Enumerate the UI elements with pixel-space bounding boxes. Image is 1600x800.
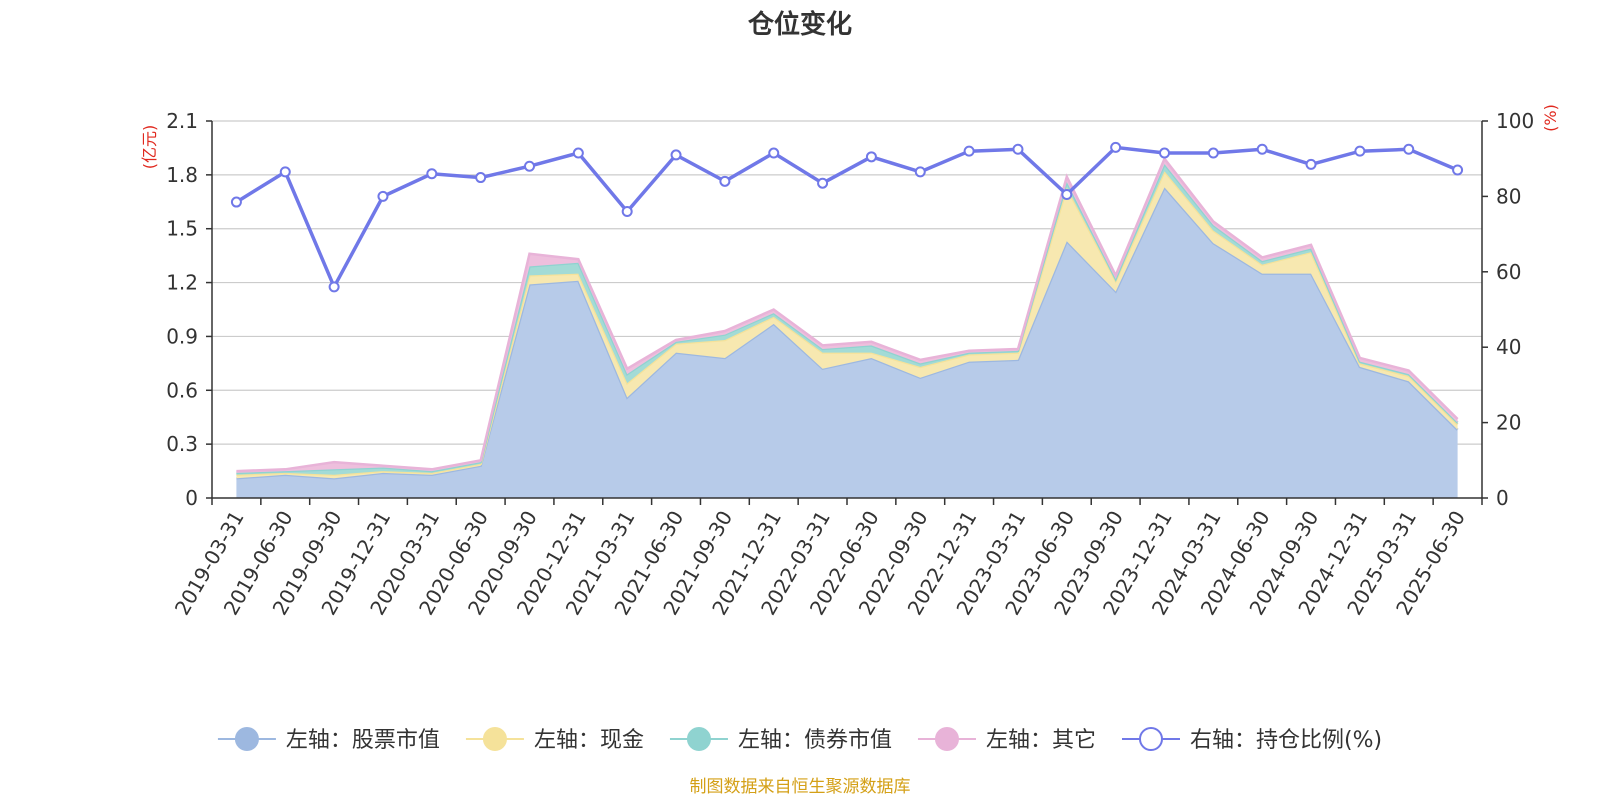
left-tick-label: 1.5 bbox=[166, 217, 198, 241]
legend[interactable]: 左轴：股票市值 左轴：现金 左轴：债券市值 左轴：其它 右轴：持仓比例(%) bbox=[217, 727, 1382, 753]
ratio-point bbox=[1110, 141, 1122, 153]
ratio-point bbox=[768, 147, 780, 159]
ratio-point bbox=[817, 177, 829, 189]
left-tick-label: 0.9 bbox=[166, 324, 198, 348]
ratio-point bbox=[719, 175, 731, 187]
ratio-point bbox=[572, 147, 584, 159]
ratio-point bbox=[1256, 143, 1268, 155]
left-axis-unit: (亿元) bbox=[140, 125, 159, 170]
left-tick-label: 1.8 bbox=[166, 163, 198, 187]
ratio-line bbox=[230, 141, 1464, 293]
right-tick-label: 100 bbox=[1496, 109, 1534, 133]
ratio-point bbox=[1354, 145, 1366, 157]
legend-symbol-marker bbox=[686, 727, 711, 751]
left-tick-label: 0 bbox=[185, 486, 198, 510]
legend-symbol-marker bbox=[934, 727, 959, 751]
ratio-point bbox=[230, 196, 242, 208]
legend-item[interactable]: 左轴：股票市值 bbox=[217, 727, 440, 753]
ratio-point bbox=[1012, 143, 1024, 155]
ratio-point bbox=[1452, 164, 1464, 176]
stacked-areas bbox=[236, 156, 1459, 498]
ratio-point bbox=[279, 166, 291, 178]
ratio-point bbox=[1207, 147, 1219, 159]
left-tick-label: 2.1 bbox=[166, 109, 198, 133]
chart-title: 仓位变化 bbox=[747, 9, 852, 40]
area-edge-左轴：其它 bbox=[236, 156, 1459, 473]
legend-label: 左轴：其它 bbox=[986, 728, 1096, 753]
ratio-point bbox=[377, 190, 389, 202]
ratio-point bbox=[328, 281, 340, 293]
ratio-point bbox=[963, 145, 975, 157]
legend-symbol-marker bbox=[234, 727, 259, 751]
right-tick-label: 40 bbox=[1496, 335, 1521, 359]
ratio-point bbox=[1061, 189, 1073, 201]
ratio-point bbox=[1403, 143, 1415, 155]
right-tick-label: 80 bbox=[1496, 184, 1521, 208]
right-tick-label: 60 bbox=[1496, 260, 1521, 284]
right-tick-label: 0 bbox=[1496, 486, 1509, 510]
legend-label: 左轴：现金 bbox=[534, 728, 644, 753]
legend-label: 左轴：股票市值 bbox=[286, 728, 440, 753]
ratio-point bbox=[524, 160, 535, 172]
source-note: 制图数据来自恒生聚源数据库 bbox=[690, 777, 911, 797]
gridlines bbox=[212, 120, 1482, 445]
ratio-point bbox=[914, 166, 926, 178]
ratio-point bbox=[1305, 158, 1317, 170]
right-tick-label: 20 bbox=[1496, 411, 1521, 435]
left-tick-label: 1.2 bbox=[166, 271, 198, 295]
right-axis-unit: (%) bbox=[1541, 104, 1560, 132]
legend-item[interactable]: 右轴：持仓比例(%) bbox=[1121, 727, 1382, 753]
left-tick-label: 0.3 bbox=[166, 432, 198, 456]
ratio-point bbox=[1159, 147, 1170, 159]
legend-item[interactable]: 左轴：现金 bbox=[465, 727, 644, 753]
area-左轴：股票市值 bbox=[236, 187, 1458, 498]
legend-label: 右轴：持仓比例(%) bbox=[1190, 728, 1382, 753]
legend-item[interactable]: 左轴：债券市值 bbox=[669, 727, 892, 753]
ratio-line-path bbox=[235, 145, 1459, 291]
ratio-point bbox=[475, 172, 487, 184]
left-tick-label: 0.6 bbox=[166, 378, 198, 402]
ratio-point bbox=[426, 168, 438, 180]
legend-symbol-marker bbox=[482, 727, 507, 751]
ratio-point bbox=[865, 151, 877, 163]
ratio-point bbox=[621, 205, 633, 217]
legend-label: 左轴：债券市值 bbox=[738, 728, 892, 753]
legend-symbol-marker bbox=[1138, 727, 1163, 751]
legend-item[interactable]: 左轴：其它 bbox=[917, 727, 1096, 753]
ratio-point bbox=[670, 149, 682, 161]
